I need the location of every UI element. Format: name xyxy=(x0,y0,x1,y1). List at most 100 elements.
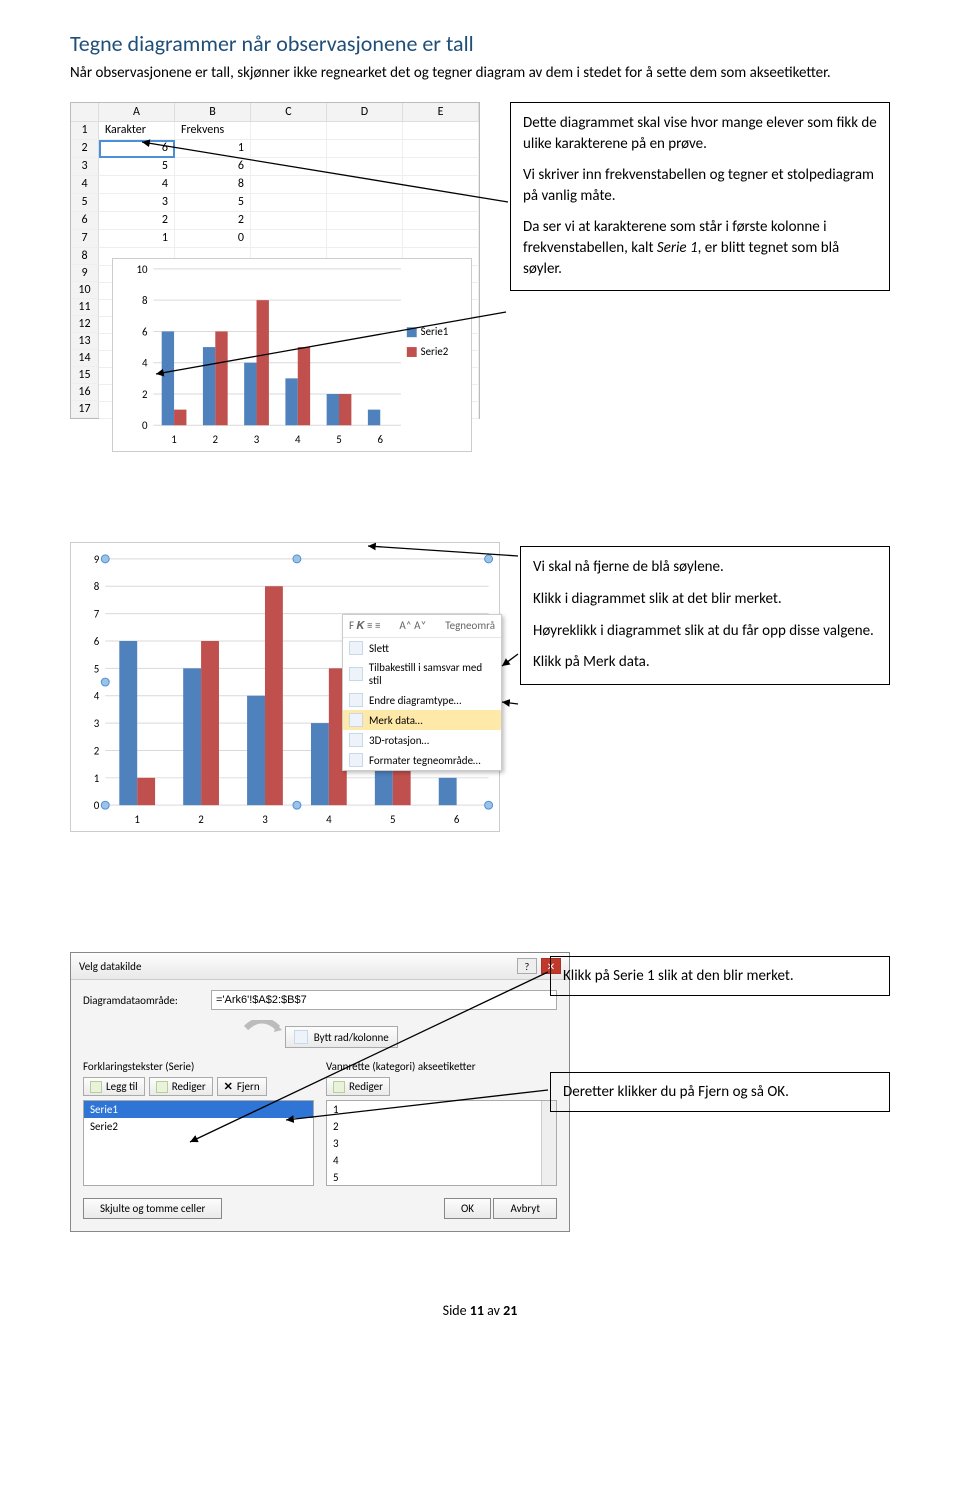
excel-cell[interactable] xyxy=(327,212,403,230)
add-icon xyxy=(90,1081,102,1093)
svg-text:2: 2 xyxy=(94,744,100,757)
select-data-dialog: Velg datakilde ? ✕ Diagramdataområde: By… xyxy=(70,952,570,1232)
edit-series-button[interactable]: Rediger xyxy=(149,1077,213,1096)
list-item[interactable]: 5 xyxy=(327,1169,556,1186)
edit-category-button[interactable]: Rediger xyxy=(326,1077,390,1096)
excel-cell[interactable]: 4 xyxy=(99,176,175,194)
excel-cell[interactable] xyxy=(251,230,327,248)
excel-cell[interactable] xyxy=(403,158,479,176)
note-box-2: Vi skal nå fjerne de blå søylene. Klikk … xyxy=(520,546,890,685)
excel-cell[interactable]: 6 xyxy=(99,140,175,158)
range-input[interactable] xyxy=(211,990,557,1010)
add-series-button[interactable]: Legg til xyxy=(83,1077,145,1096)
note2-p1: Vi skal nå fjerne de blå søylene. xyxy=(533,557,877,579)
list-item[interactable]: 3 xyxy=(327,1135,556,1152)
excel-cell[interactable] xyxy=(403,176,479,194)
excel-col-header: B xyxy=(175,103,251,122)
excel-cell[interactable] xyxy=(251,194,327,212)
swap-icon xyxy=(294,1030,308,1044)
svg-text:8: 8 xyxy=(94,580,100,593)
svg-text:3: 3 xyxy=(262,813,268,826)
svg-text:4: 4 xyxy=(94,690,100,703)
excel-cell[interactable] xyxy=(327,158,403,176)
section-2: 0123456789123456 F 𝑲 ≡ ≡ A˄ A˅ Tegneområ… xyxy=(70,542,890,902)
excel-cell[interactable]: 3 xyxy=(99,194,175,212)
excel-cell[interactable] xyxy=(327,194,403,212)
excel-cell[interactable]: 8 xyxy=(175,176,251,194)
list-item[interactable]: Serie2 xyxy=(84,1118,313,1135)
excel-cell[interactable]: 1 xyxy=(175,140,251,158)
excel-cell[interactable] xyxy=(403,140,479,158)
excel-cell[interactable] xyxy=(251,176,327,194)
swap-rows-cols-button[interactable]: Bytt rad/kolonne xyxy=(285,1026,398,1048)
list-item[interactable]: 4 xyxy=(327,1152,556,1169)
excel-cell[interactable]: 0 xyxy=(175,230,251,248)
excel-cell[interactable] xyxy=(327,140,403,158)
excel-cell[interactable] xyxy=(251,212,327,230)
excel-row-number: 10 xyxy=(71,282,99,299)
excel-cell[interactable] xyxy=(403,212,479,230)
svg-text:6: 6 xyxy=(142,325,148,338)
list-item[interactable]: 2 xyxy=(327,1118,556,1135)
excel-cell[interactable]: 2 xyxy=(175,212,251,230)
context-menu-item[interactable]: 3D-rotasjon… xyxy=(343,730,501,750)
svg-text:2: 2 xyxy=(142,388,148,401)
context-menu-item[interactable]: Endre diagramtype… xyxy=(343,690,501,710)
excel-cell[interactable]: 5 xyxy=(175,194,251,212)
svg-text:5: 5 xyxy=(336,433,342,446)
hidden-cells-button[interactable]: Skjulte og tomme celler xyxy=(83,1198,222,1219)
excel-cell[interactable]: 1 xyxy=(99,230,175,248)
cancel-button[interactable]: Avbryt xyxy=(493,1198,557,1219)
excel-cell[interactable]: 5 xyxy=(99,158,175,176)
svg-text:Serie1: Serie1 xyxy=(421,325,449,338)
excel-cell[interactable] xyxy=(327,122,403,140)
excel-cell[interactable] xyxy=(403,230,479,248)
range-label: Diagramdataområde: xyxy=(83,994,203,1007)
excel-cell[interactable] xyxy=(251,122,327,140)
excel-cell[interactable]: Frekvens xyxy=(175,122,251,140)
excel-cell[interactable]: 2 xyxy=(99,212,175,230)
list-item[interactable]: 1 xyxy=(327,1101,556,1118)
excel-cell[interactable] xyxy=(251,140,327,158)
note2-p2: Klikk i diagrammet slik at det blir merk… xyxy=(533,589,877,611)
context-menu: F 𝑲 ≡ ≡ A˄ A˅ Tegneområ SlettTilbakestil… xyxy=(342,614,502,771)
excel-row-number: 2 xyxy=(71,140,99,158)
context-menu-item[interactable]: Tilbakestill i samsvar med stil xyxy=(343,658,501,690)
excel-row-number: 1 xyxy=(71,122,99,140)
excel-cell[interactable] xyxy=(403,194,479,212)
menu-item-icon xyxy=(349,753,363,767)
excel-cell[interactable]: Karakter xyxy=(99,122,175,140)
category-listbox[interactable]: 12345 xyxy=(326,1100,557,1186)
note2-p4: Klikk på Merk data. xyxy=(533,652,877,674)
excel-col-header: A xyxy=(99,103,175,122)
svg-text:Serie2: Serie2 xyxy=(421,345,449,358)
excel-cell[interactable] xyxy=(251,158,327,176)
note1-p1: Dette diagrammet skal vise hvor mange el… xyxy=(523,113,877,155)
help-icon[interactable]: ? xyxy=(517,958,537,974)
excel-cell[interactable]: 6 xyxy=(175,158,251,176)
excel-row-number: 5 xyxy=(71,194,99,212)
context-menu-item[interactable]: Formater tegneområde… xyxy=(343,750,501,770)
excel-col-header: D xyxy=(327,103,403,122)
excel-row-number: 17 xyxy=(71,401,99,418)
list-item[interactable]: Serie1 xyxy=(84,1101,313,1118)
note1-p3: Da ser vi at karakterene som står i førs… xyxy=(523,217,877,280)
svg-text:8: 8 xyxy=(142,294,148,307)
series-col-title: Forklaringstekster (Serie) xyxy=(83,1060,314,1073)
svg-text:6: 6 xyxy=(454,813,460,826)
svg-text:7: 7 xyxy=(94,608,100,621)
svg-text:6: 6 xyxy=(377,433,383,446)
excel-cell[interactable] xyxy=(327,230,403,248)
context-menu-item[interactable]: Merk data… xyxy=(343,710,501,730)
series-listbox[interactable]: Serie1Serie2 xyxy=(83,1100,314,1186)
note-box-3b: Deretter klikker du på Fjern og så OK. xyxy=(550,1072,890,1112)
excel-row-number: 4 xyxy=(71,176,99,194)
excel-cell[interactable] xyxy=(403,122,479,140)
ok-button[interactable]: OK xyxy=(444,1198,491,1219)
svg-text:10: 10 xyxy=(136,263,148,276)
note2-p3: Høyreklikk i diagrammet slik at du får o… xyxy=(533,621,877,643)
remove-series-button[interactable]: ✕Fjern xyxy=(217,1077,267,1096)
excel-cell[interactable] xyxy=(327,176,403,194)
context-menu-item[interactable]: Slett xyxy=(343,638,501,658)
excel-row-number: 8 xyxy=(71,248,99,265)
